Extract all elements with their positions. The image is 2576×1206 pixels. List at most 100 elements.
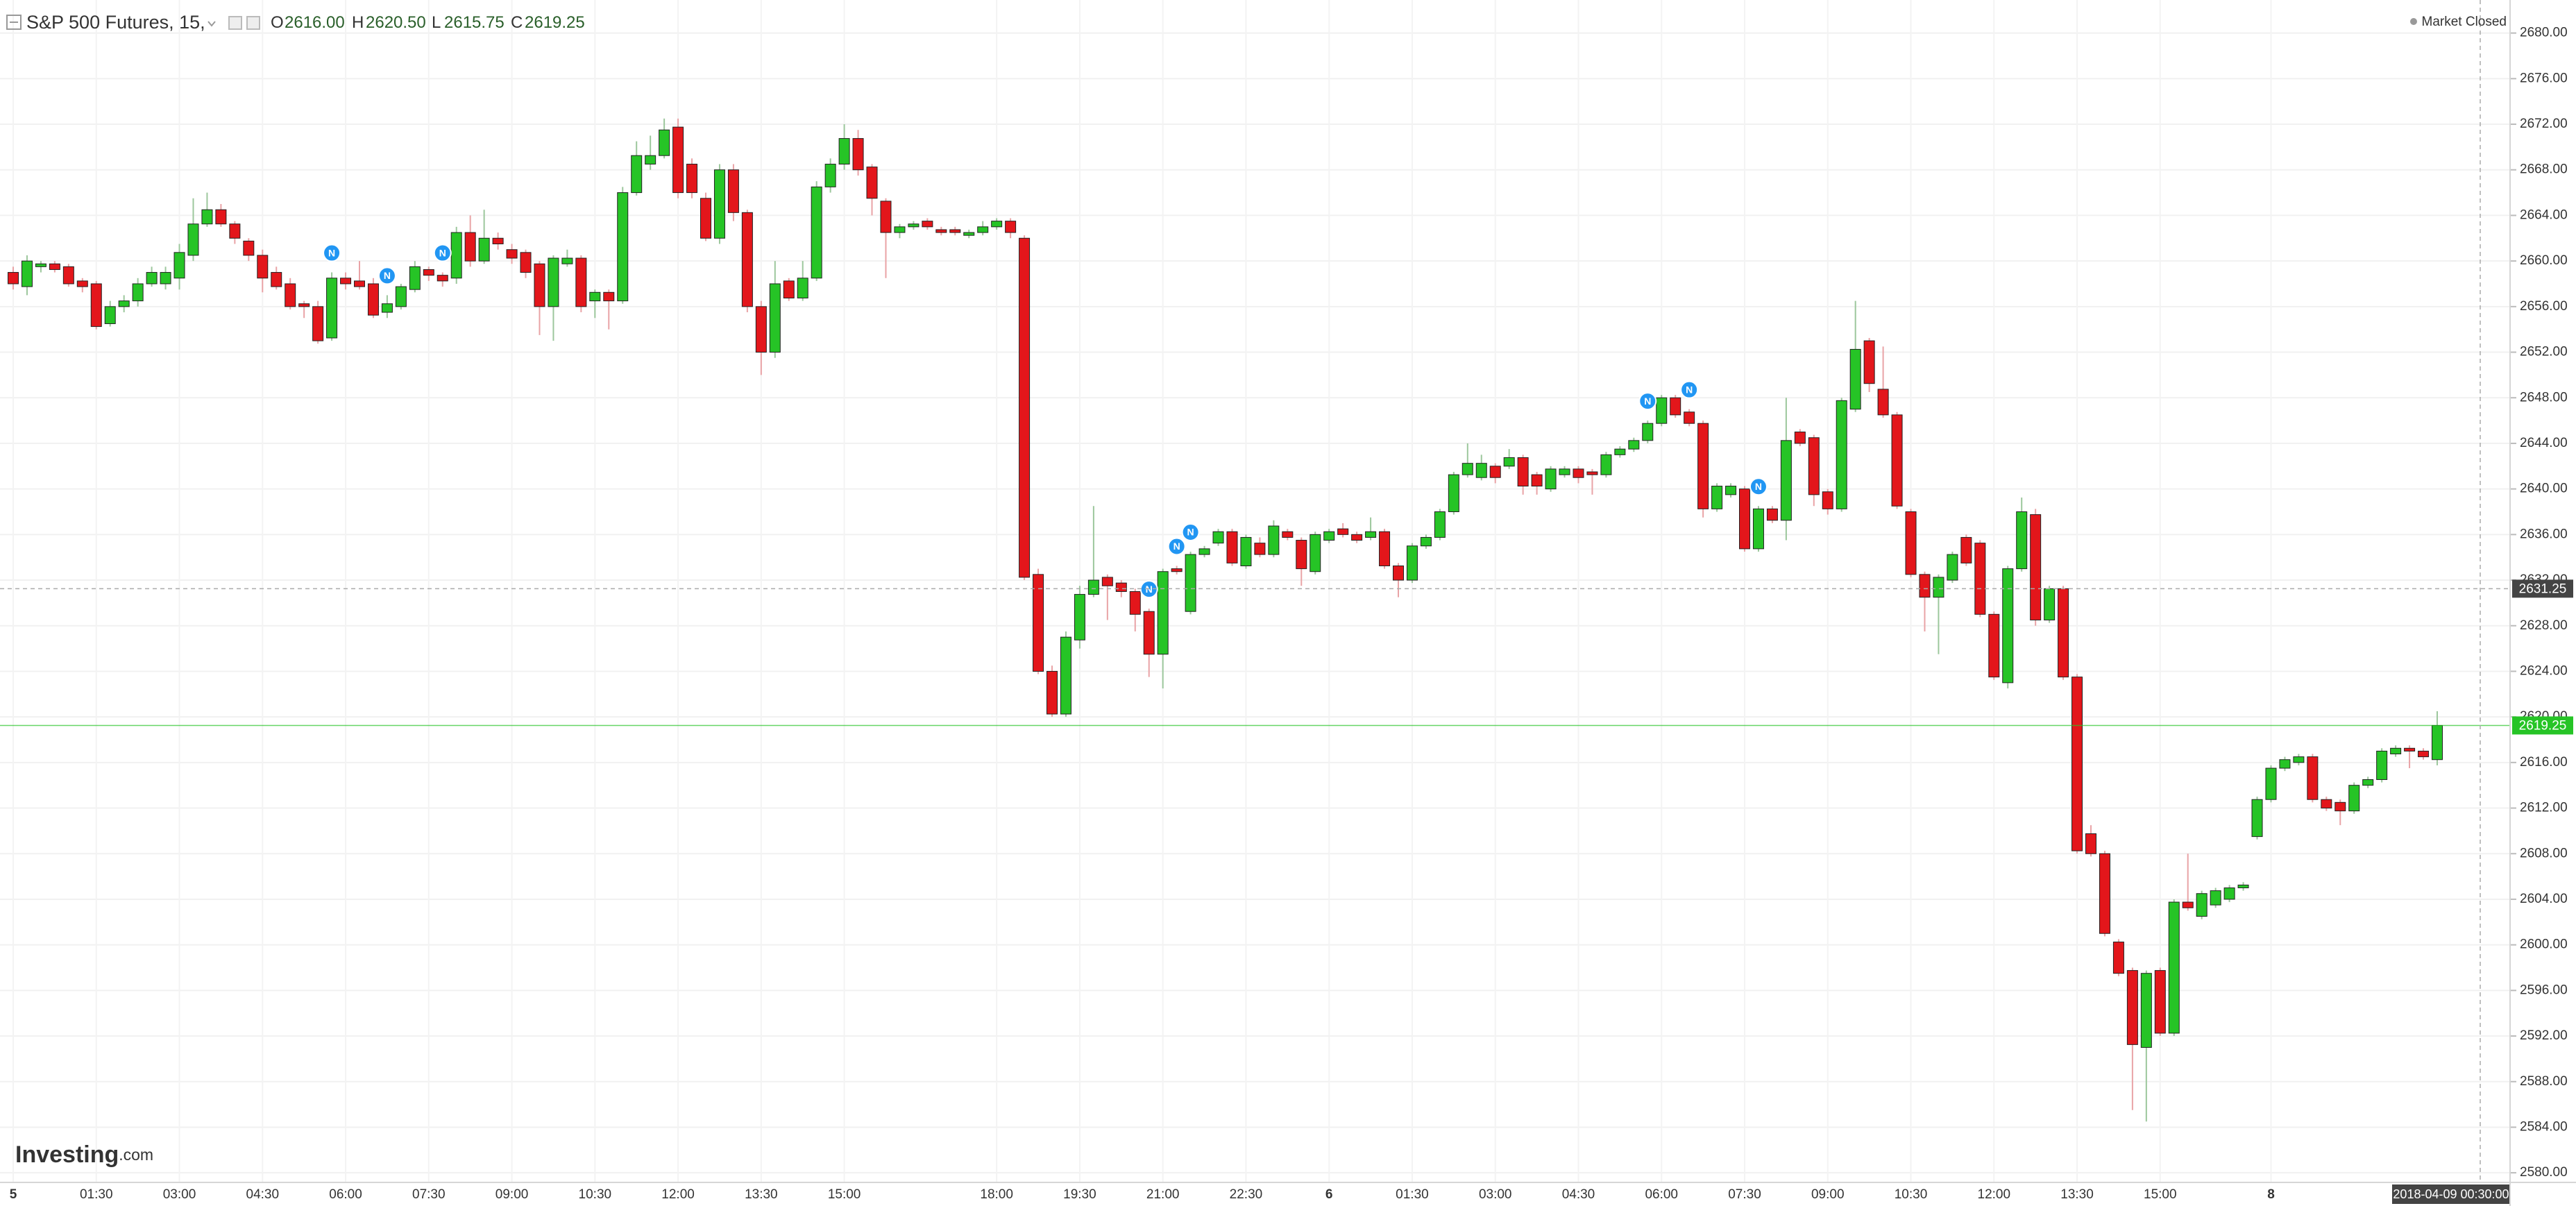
candle-body — [1046, 670, 1058, 715]
candle-body — [1545, 468, 1557, 490]
ohlc-value: 2615.75 — [444, 13, 505, 32]
candle-body — [1808, 437, 1820, 495]
candle-body — [257, 255, 269, 279]
candle-body — [2307, 756, 2319, 800]
candle-body — [645, 155, 656, 165]
candle-body — [76, 280, 88, 287]
candle-body — [160, 272, 171, 284]
candle-body — [659, 129, 670, 156]
last-price-label: 2619.25 — [2519, 718, 2567, 733]
candle-body — [727, 169, 739, 213]
y-tick-label: 2616.00 — [2520, 755, 2568, 770]
y-tick-label: 2624.00 — [2520, 663, 2568, 678]
candle-body — [534, 263, 545, 307]
x-tick-label: 07:30 — [412, 1187, 446, 1202]
candle-body — [1573, 468, 1584, 478]
candle-body — [2251, 799, 2263, 838]
candle-body — [1212, 531, 1224, 544]
y-tick-label: 2676.00 — [2520, 71, 2568, 85]
candle-body — [1033, 574, 1044, 672]
candle-body — [1933, 577, 1944, 598]
ohlc-value: 2619.25 — [525, 13, 585, 32]
settings-icon[interactable] — [228, 16, 242, 30]
news-marker — [433, 244, 452, 262]
candle-body — [1461, 463, 1473, 475]
candle-body — [755, 306, 767, 353]
ohlc-key: H — [352, 13, 364, 32]
news-marker-label: N — [1187, 527, 1194, 538]
candle-body — [1282, 531, 1294, 538]
candle-body — [1752, 508, 1764, 550]
candle-body — [2348, 785, 2360, 812]
candle-body — [1323, 531, 1335, 541]
candle-body — [1503, 457, 1515, 467]
x-tick-label: 21:00 — [1146, 1187, 1180, 1202]
candle-body — [1365, 531, 1377, 538]
candle-body — [1475, 463, 1487, 478]
news-marker — [1181, 523, 1200, 541]
candle-body — [49, 263, 60, 270]
candle-body — [617, 192, 629, 302]
x-tick-label: 03:00 — [1479, 1187, 1512, 1202]
candle-body — [741, 212, 753, 307]
candle-body — [1586, 471, 1598, 475]
candle-body — [35, 263, 46, 267]
candle-body — [229, 223, 241, 239]
x-tick-label: 15:00 — [2144, 1187, 2177, 1202]
candle-body — [1310, 534, 1321, 572]
candle-body — [187, 223, 199, 256]
candle-body — [2293, 756, 2305, 763]
candle-body — [894, 226, 906, 233]
candle-body — [1087, 579, 1099, 595]
candle-body — [1337, 528, 1349, 535]
x-tick-label: 09:00 — [1811, 1187, 1845, 1202]
news-marker-label: N — [1644, 396, 1651, 407]
ohlc-value: 2616.00 — [285, 13, 345, 32]
dropdown-arrow[interactable] — [207, 21, 216, 27]
x-tick-label: 07:30 — [1728, 1187, 1761, 1202]
candle-body — [1836, 400, 1847, 509]
candle-body — [713, 169, 725, 239]
candle-body — [1268, 525, 1280, 555]
candle-body — [1919, 574, 1931, 598]
candle-body — [1406, 545, 1418, 581]
candle-body — [2030, 514, 2042, 621]
candle-body — [1005, 221, 1017, 233]
collapse-icon[interactable] — [6, 15, 22, 30]
ohlc-value: 2620.50 — [366, 13, 426, 32]
candle-body — [838, 138, 850, 165]
candle-body — [326, 278, 338, 339]
candle-body — [423, 269, 434, 276]
candle-body — [852, 138, 864, 171]
candle-body — [1960, 536, 1972, 563]
candle-body — [1877, 389, 1889, 416]
x-tick-label: 03:00 — [163, 1187, 196, 1202]
candle-body — [1060, 636, 1071, 715]
candle-body — [1725, 486, 1737, 495]
crosshair-time-tag — [2392, 1184, 2510, 1204]
candle-body — [1794, 432, 1806, 444]
x-tick-label: 5 — [10, 1187, 17, 1202]
candle-body — [2237, 884, 2249, 889]
y-tick-label: 2584.00 — [2520, 1119, 2568, 1134]
y-tick-label: 2644.00 — [2520, 436, 2568, 450]
x-tick-label: 12:00 — [1978, 1187, 2011, 1202]
candle-body — [700, 198, 711, 239]
candle-body — [880, 201, 892, 233]
ohlc-header: O 2616.00 H 2620.50 L 2615.75 C 2619.25 — [271, 13, 585, 32]
news-marker-label: N — [439, 247, 446, 258]
candle-body — [2265, 767, 2277, 800]
close-icon[interactable] — [246, 16, 260, 30]
y-tick-label: 2656.00 — [2520, 299, 2568, 314]
y-tick-label: 2664.00 — [2520, 207, 2568, 222]
candle-body — [1656, 397, 1668, 424]
x-tick-label: 04:30 — [1562, 1187, 1595, 1202]
status-dot — [2410, 18, 2417, 25]
candle-body — [1143, 611, 1155, 655]
candle-body — [1697, 423, 1709, 509]
candle-body — [409, 266, 421, 290]
y-tick-label: 2636.00 — [2520, 527, 2568, 541]
candle-body — [492, 237, 504, 244]
